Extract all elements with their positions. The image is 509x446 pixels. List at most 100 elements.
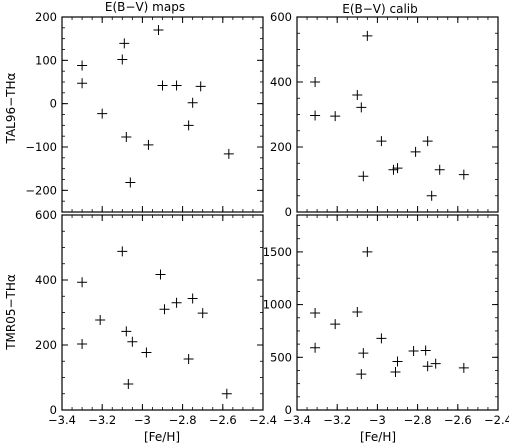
tick-marks (61, 16, 499, 411)
y-tick-label-tal96-calib: 0 (285, 205, 292, 219)
y-tick-label-tal96-maps: 0 (50, 97, 57, 111)
x-tick-label-tmr05-calib: −2.8 (404, 413, 432, 427)
x-tick-label-tmr05-calib: −2.6 (444, 413, 472, 427)
y-tick-label-tal96-calib: 600 (270, 10, 292, 24)
panel-frame-tmr05-calib (296, 214, 499, 411)
x-tick-label-tmr05-calib: −3 (369, 413, 386, 427)
y-tick-label-tmr05-calib: 1500 (263, 245, 292, 259)
y-tick-label-tal96-maps: 100 (35, 53, 57, 67)
col-title-maps: E(B−V) maps (105, 0, 185, 14)
data-point-tmr05-calib (392, 356, 403, 367)
x-tick-label-tmr05-maps: −3.2 (88, 413, 116, 427)
data-point-tmr05-maps (95, 314, 106, 325)
panel-frame-tal96-calib (296, 16, 499, 213)
data-point-tal96-calib (388, 164, 399, 175)
data-point-tmr05-maps (77, 339, 88, 350)
x-tick-label-tmr05-maps: −2.6 (209, 413, 237, 427)
row-label-tmr05: TMR05−THα (4, 274, 18, 351)
data-point-tmr05-maps (187, 293, 198, 304)
data-point-tal96-maps (77, 60, 88, 71)
x-axis-label-left: [Fe/H] (144, 430, 180, 444)
data-point-tal96-calib (376, 136, 387, 147)
data-point-tmr05-maps (221, 388, 232, 399)
y-tick-label-tmr05-maps: 200 (35, 338, 57, 352)
data-point-tal96-maps (183, 120, 194, 131)
data-point-tal96-calib (426, 190, 437, 201)
data-point-tal96-maps (125, 177, 136, 188)
data-point-tmr05-calib (422, 361, 433, 372)
data-point-tal96-maps (143, 139, 154, 150)
data-point-tal96-calib (310, 110, 321, 121)
data-point-tal96-calib (422, 136, 433, 147)
data-point-tal96-calib (330, 111, 341, 122)
x-tick-label-tmr05-calib: −3.4 (283, 413, 311, 427)
data-point-tmr05-calib (362, 246, 373, 257)
data-point-tmr05-maps (171, 297, 182, 308)
y-tick-label-tmr05-maps: 400 (35, 273, 57, 287)
data-point-tal96-calib (358, 171, 369, 182)
y-tick-label-tal96-calib: 200 (270, 140, 292, 154)
data-point-tal96-maps (187, 97, 198, 108)
panel-frame-tmr05-maps (61, 214, 264, 411)
data-point-tmr05-calib (390, 367, 401, 378)
data-point-tal96-calib (434, 164, 445, 175)
data-point-tmr05-maps (141, 347, 152, 358)
x-tick-label-tmr05-maps: −2.8 (169, 413, 197, 427)
data-point-tmr05-calib (310, 342, 321, 353)
data-point-tal96-calib (362, 30, 373, 41)
data-point-tal96-maps (171, 80, 182, 91)
data-point-tal96-maps (223, 148, 234, 159)
data-point-tal96-calib (410, 146, 421, 157)
data-point-tmr05-calib (408, 345, 419, 356)
data-point-tmr05-maps (155, 269, 166, 280)
data-point-tal96-calib (356, 102, 367, 113)
data-point-tmr05-calib (458, 362, 469, 373)
y-tick-label-tmr05-maps: 600 (35, 208, 57, 222)
x-axis-label-right: [Fe/H] (360, 430, 396, 444)
row-label-tal96: TAL96−THα (4, 72, 18, 144)
data-point-tmr05-maps (197, 308, 208, 319)
data-point-tal96-maps (195, 81, 206, 92)
data-point-tmr05-maps (159, 304, 170, 315)
data-point-tal96-maps (119, 38, 130, 49)
y-tick-label-tmr05-maps: 0 (50, 403, 57, 417)
data-point-tmr05-calib (330, 319, 341, 330)
data-point-tal96-calib (392, 163, 403, 174)
data-point-tmr05-maps (121, 326, 132, 337)
y-tick-label-tal96-maps: 200 (35, 10, 57, 24)
data-point-tal96-calib (310, 77, 321, 87)
data-point-tmr05-calib (352, 306, 363, 317)
data-point-tmr05-maps (117, 246, 128, 257)
data-points (77, 25, 469, 399)
y-tick-label-tal96-maps: −100 (25, 140, 57, 154)
y-tick-label-tal96-maps: −200 (25, 183, 57, 197)
y-tick-label-tmr05-calib: 0 (285, 403, 292, 417)
data-point-tmr05-maps (183, 353, 194, 364)
y-tick-label-tal96-calib: 400 (270, 75, 292, 89)
data-point-tmr05-maps (123, 379, 134, 389)
y-tick-label-tmr05-calib: 500 (270, 350, 292, 364)
data-point-tal96-calib (352, 90, 363, 100)
x-tick-label-tmr05-maps: −3.4 (48, 413, 76, 427)
data-point-tal96-maps (153, 25, 164, 35)
data-point-tal96-maps (157, 80, 168, 91)
col-title-calib: E(B−V) calib (342, 2, 418, 16)
data-point-tal96-maps (117, 54, 128, 65)
data-point-tmr05-calib (358, 348, 369, 359)
x-tick-label-tmr05-calib: −2.4 (484, 413, 509, 427)
data-point-tal96-maps (121, 132, 132, 143)
data-point-tmr05-calib (430, 358, 441, 369)
panel-frame-tal96-maps (61, 16, 264, 213)
data-point-tal96-maps (77, 78, 88, 89)
data-point-tmr05-calib (376, 333, 387, 344)
data-point-tal96-maps (97, 108, 108, 119)
data-point-tmr05-maps (77, 277, 88, 288)
data-point-tal96-calib (458, 169, 469, 180)
x-tick-label-tmr05-maps: −3 (134, 413, 151, 427)
y-tick-label-tmr05-calib: 1000 (263, 298, 292, 312)
data-point-tmr05-calib (310, 308, 321, 319)
x-tick-label-tmr05-maps: −2.4 (249, 413, 277, 427)
data-point-tmr05-calib (420, 345, 431, 356)
